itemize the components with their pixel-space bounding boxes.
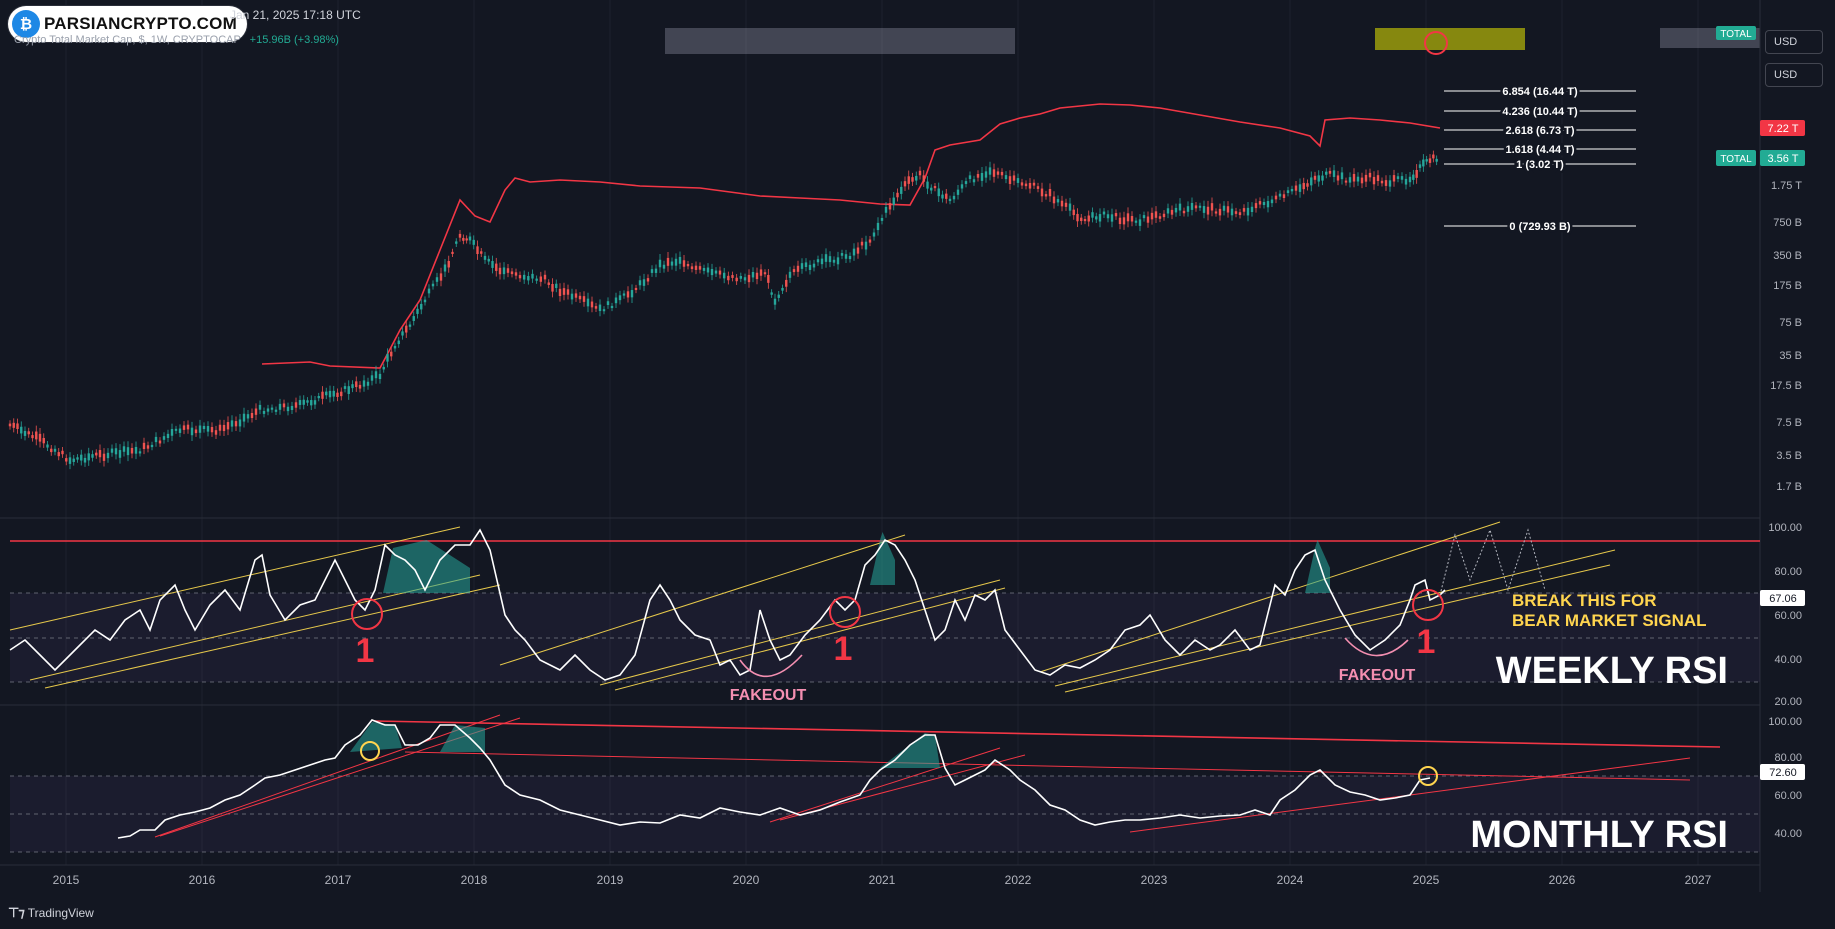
price-tick-label: 1.75 T [1771, 180, 1802, 192]
time-tick-label: 2020 [733, 873, 760, 887]
tradingview-brand: TradingView [27, 906, 94, 920]
symbol-legend[interactable]: Crypto Total Market Cap, $, 1W, CRYPTOCA… [14, 34, 339, 46]
price-tick-label: 3.5 B [1776, 450, 1802, 462]
monthly-rsi-value: 72.60 [1769, 767, 1797, 779]
fib-extension-levels: 6.854 (16.44 T) 4.236 (10.44 T) 2.618 (6.7… [1444, 84, 1636, 236]
price-pane[interactable]: 6.854 (16.44 T) 4.236 (10.44 T) 2.618 (6.7… [0, 0, 1760, 865]
monthly-rsi-axis[interactable]: 100.00 80.00 60.00 40.00 72.60 [1760, 716, 1805, 840]
weekly-rsi-title: WEEKLY RSI [1496, 650, 1728, 692]
symbol-name[interactable]: Crypto Total Market Cap, $, 1W, CRYPTOCA… [14, 34, 241, 46]
fib-level-label: 2.618 (6.73 T) [1505, 125, 1574, 137]
fib-level-label: 1 (3.02 T) [1516, 159, 1564, 171]
weekly-rsi-axis[interactable]: 100.00 80.00 60.00 40.00 20.00 67.06 [1760, 522, 1805, 708]
weekly-rsi-value: 67.06 [1769, 593, 1797, 605]
monthly-rsi-tick-label: 100.00 [1768, 716, 1802, 728]
time-tick-label: 2016 [189, 873, 216, 887]
price-tick-label: 75 B [1779, 317, 1802, 329]
monthly-rsi-tick-label: 80.00 [1774, 752, 1802, 764]
time-tick-label: 2024 [1277, 873, 1304, 887]
time-tick-label: 2025 [1413, 873, 1440, 887]
monthly-rsi-tick-label: 60.00 [1774, 790, 1802, 802]
chart-timestamp: Jan 21, 2025 17:18 UTC [230, 8, 361, 22]
currency-selector-button[interactable]: USD [1765, 63, 1823, 87]
tradingview-logo-icon: ⊤⁊ [8, 905, 25, 920]
monthly-rsi-line [117, 719, 1431, 839]
time-tick-label: 2022 [1005, 873, 1032, 887]
total-price-tag [1760, 150, 1805, 166]
weekly-rsi-line [9, 528, 1446, 681]
monthly-rsi-value-tag [1760, 764, 1805, 780]
break-annotation-line2: BEAR MARKET SIGNAL [1512, 611, 1707, 630]
time-tick-label: 2018 [461, 873, 488, 887]
fakeout-label: FAKEOUT [730, 687, 807, 704]
time-tick-label: 2019 [597, 873, 624, 887]
monthly-signal-circle [360, 741, 380, 761]
top-total-tag-label: TOTAL [1720, 29, 1752, 40]
time-tick-label: 2026 [1549, 873, 1576, 887]
signal-marker: 1 [356, 632, 375, 670]
fib-level-label: 1.618 (4.44 T) [1505, 144, 1574, 156]
tradingview-footer[interactable]: ⊤⁊ TradingView [8, 905, 94, 921]
weekly-rsi-tick-label: 40.00 [1774, 654, 1802, 666]
time-tick-label: 2023 [1141, 873, 1168, 887]
price-tick-label: 17.5 B [1770, 380, 1802, 392]
monthly-rsi-pane[interactable]: MONTHLY RSI [10, 714, 1760, 856]
signal-circle [351, 598, 383, 630]
price-tick-label: 1.7 B [1776, 481, 1802, 493]
time-tick-label: 2027 [1685, 873, 1712, 887]
monthly-signal-circle [1418, 766, 1438, 786]
price-tick-label: 350 B [1773, 250, 1802, 262]
weekly-rsi-tick-label: 60.00 [1774, 610, 1802, 622]
watermark-name: PARSIANCRYPTO.COM [44, 14, 237, 33]
weekly-rsi-overbought-fill [383, 532, 1330, 593]
currency-selector-button[interactable]: USD [1765, 30, 1823, 54]
price-tick-label: 175 B [1773, 280, 1802, 292]
fib-level-label: 6.854 (16.44 T) [1502, 86, 1578, 98]
fakeout-arc [1344, 637, 1409, 657]
total-tag-name [1716, 150, 1756, 166]
total-price-tag-value: 3.56 T [1768, 153, 1799, 165]
signal-circle [829, 596, 861, 628]
projection-path [1439, 528, 1546, 596]
top-total-tag [1716, 26, 1756, 40]
signal-circle [1412, 589, 1444, 621]
vertical-gridlines [65, 0, 1699, 865]
monthly-rsi-tick-label: 40.00 [1774, 828, 1802, 840]
price-tick-label: 750 B [1773, 217, 1802, 229]
time-tick-label: 2017 [325, 873, 352, 887]
signal-marker: 1 [1417, 623, 1436, 661]
time-tick-label: 2021 [869, 873, 896, 887]
weekly-rsi-tick-label: 20.00 [1774, 696, 1802, 708]
total-tag-label: TOTAL [1720, 154, 1752, 165]
price-tags: 7.22 T TOTAL 3.56 T TOTAL [1716, 26, 1805, 166]
time-tick-label: 2015 [53, 873, 80, 887]
red-price-tag [1760, 120, 1805, 136]
weekly-rsi-tick-label: 80.00 [1774, 566, 1802, 578]
price-tick-label: 7.5 B [1776, 417, 1802, 429]
fakeout-label: FAKEOUT [1339, 667, 1416, 684]
monthly-rsi-annotations: MONTHLY RSI [360, 741, 1728, 856]
fakeout-arc [739, 654, 803, 678]
fib-level-label: 4.236 (10.44 T) [1502, 106, 1578, 118]
break-annotation-line1: BREAK THIS FOR [1512, 591, 1657, 610]
watermark-logo: ₿ PARSIANCRYPTO.COM [8, 6, 247, 42]
red-trend-line [261, 103, 1441, 369]
signal-marker: 1 [834, 630, 853, 668]
time-axis[interactable]: 2015 2016 2017 2018 2019 2020 2021 2022 2023 2024… [53, 873, 1712, 887]
red-price-tag-value: 7.22 T [1768, 123, 1799, 135]
weekly-rsi-tick-label: 100.00 [1768, 522, 1802, 534]
crypto-logo-icon: ₿ [12, 10, 40, 38]
weekly-rsi-value-tag [1760, 590, 1805, 606]
fib-level-label: 0 (729.93 B) [1509, 221, 1570, 233]
price-candles [8, 150, 1438, 470]
symbol-change: +15.96B (+3.98%) [249, 34, 339, 46]
monthly-rsi-title: MONTHLY RSI [1470, 814, 1728, 856]
price-axis[interactable]: 1.75 T 750 B 350 B 175 B 75 B 35 B 17.5 B 7.5 B… [1770, 180, 1802, 493]
price-tick-label: 35 B [1779, 350, 1802, 362]
